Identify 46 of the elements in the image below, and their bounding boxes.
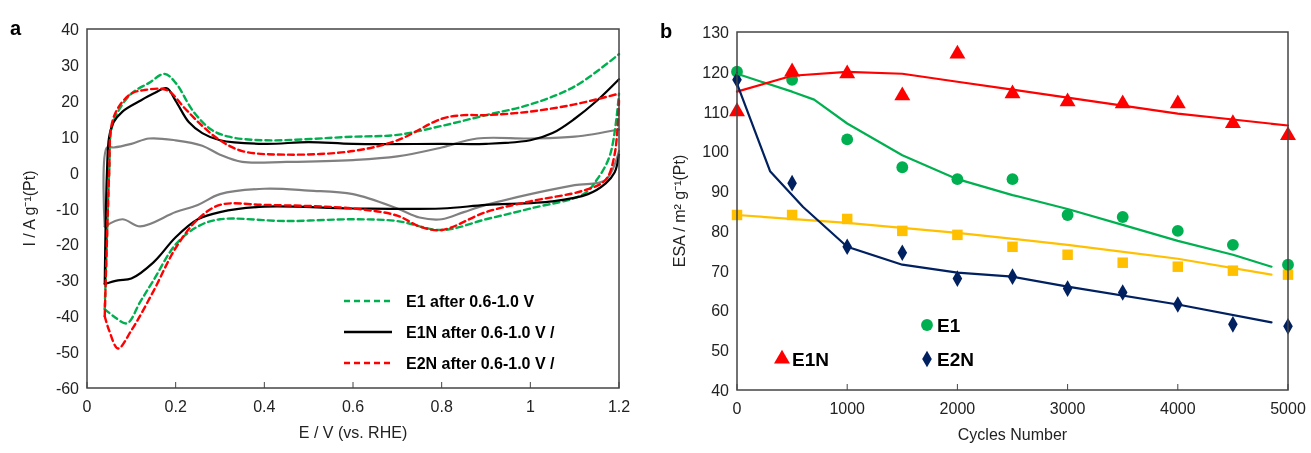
y-tick-label: 60 [711,302,730,320]
y-tick-label: 50 [711,342,730,360]
legend-label: E1N [792,349,829,370]
x-tick-label: 0 [82,398,92,415]
legend-label: E2N after 0.6-1.0 V / [406,355,556,372]
y-tick-label: 0 [70,164,80,182]
y-tick-label: -30 [55,272,80,290]
y-tick-label: 10 [61,128,80,146]
y-tick-label: 100 [702,143,730,161]
y-tick-label: 90 [711,183,730,201]
y-tick-label: 110 [703,103,730,121]
x-tick-label: 1000 [829,400,866,417]
y-axis-title: I / A g⁻¹(Pt) [21,170,38,247]
y-tick-label: 30 [61,56,80,74]
y-tick-label: 80 [711,222,730,240]
legend-label: E1 after 0.6-1.0 V [406,293,535,310]
x-tick-label: 4000 [1160,400,1196,417]
x-axis-title: Cycles Number [957,426,1068,443]
chart-title: a [10,17,22,39]
y-tick-label: 40 [61,21,80,38]
x-tick-label: 0 [732,400,742,417]
y-tick-label: -10 [55,200,80,218]
x-tick-label: 0.6 [341,398,365,415]
y-tick-label: -20 [55,236,80,254]
x-tick-label: 0.2 [164,398,187,415]
y-axis-title: ESA / m² g⁻¹(Pt) [671,154,688,268]
x-tick-label: 0.8 [430,398,453,415]
x-tick-label: 1 [525,398,535,415]
x-axis-title: E / V (vs. RHE) [298,424,408,441]
y-tick-label: 40 [711,382,730,399]
x-tick-label: 2000 [939,400,976,417]
y-tick-label: 70 [711,262,730,280]
x-tick-label: 0.4 [253,398,276,415]
y-tick-label: -60 [55,380,80,397]
y-tick-label: 130 [702,24,730,41]
legend-label: E2N [937,349,974,370]
y-tick-label: -40 [55,308,80,326]
x-tick-label: 1.2 [607,398,631,415]
legend-label: E1 [937,315,961,336]
y-tick-label: -50 [55,344,80,362]
legend-label: E1N after 0.6-1.0 V / [406,324,556,341]
x-tick-label: 3000 [1049,400,1086,417]
chart-title: b [660,20,673,42]
y-tick-label: 20 [61,92,80,110]
x-tick-label: 5000 [1270,400,1306,417]
y-tick-label: 120 [702,63,730,81]
